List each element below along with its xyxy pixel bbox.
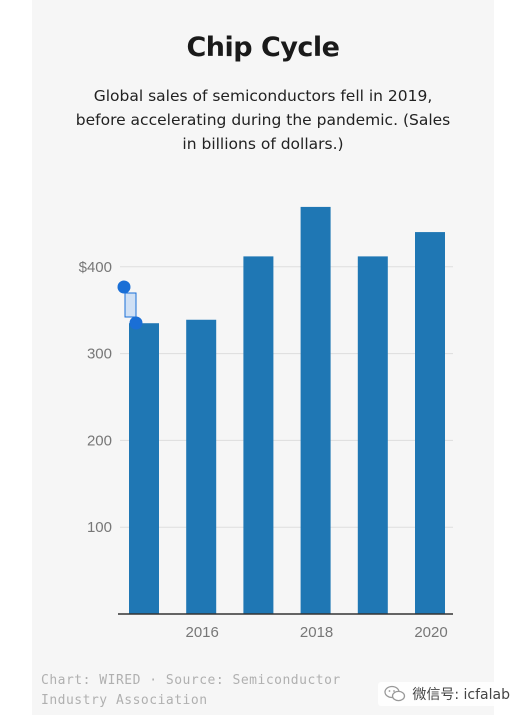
chart-source: Chart: WIRED · Source: Semiconductor Ind… — [41, 673, 341, 708]
y-tick-label: 200 — [87, 432, 112, 449]
x-tick-label: 2020 — [414, 624, 447, 641]
bar-2020 — [415, 232, 445, 614]
y-tick-label: 100 — [87, 519, 112, 536]
bar-2018 — [300, 206, 331, 614]
bar-2015 — [129, 323, 159, 614]
wechat-icon — [384, 685, 406, 702]
y-tick-label: $400 — [79, 259, 112, 276]
bar-2016 — [186, 319, 217, 614]
y-tick-label: 300 — [87, 346, 112, 363]
x-tick-label: 2016 — [186, 624, 219, 641]
chart-title: Chip Cycle — [186, 32, 340, 63]
selection-range — [124, 292, 137, 318]
x-tick-label: 2018 — [300, 624, 333, 641]
watermark: 微信号: icfalab — [378, 682, 516, 706]
bar-2017 — [243, 256, 274, 614]
chart-subtitle: Global sales of semiconductors fell in 2… — [75, 87, 451, 153]
selection-handle-start — [117, 280, 131, 294]
watermark-text: 微信号: icfalab — [412, 687, 510, 703]
bar-2019 — [357, 256, 388, 614]
selection-handle-end — [129, 316, 143, 330]
